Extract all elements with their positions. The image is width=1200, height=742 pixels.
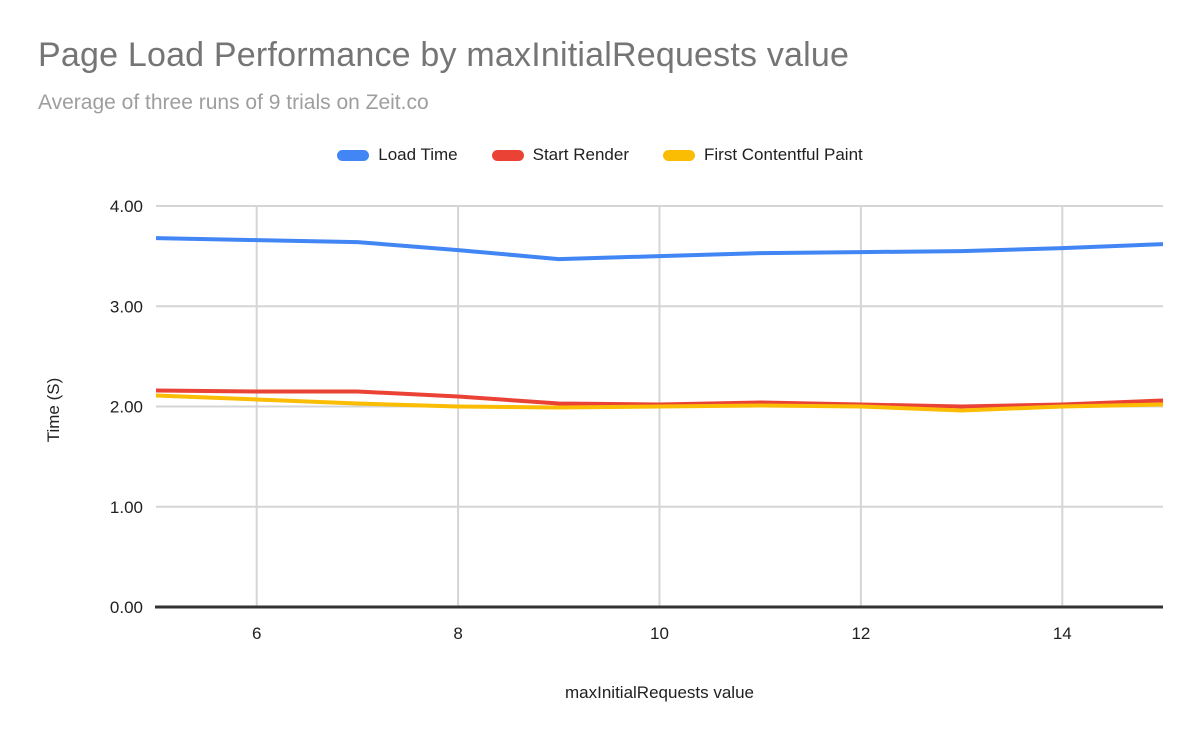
legend-swatch-load-time [337, 149, 370, 161]
y-tick-label-2.00: 2.00 [110, 398, 143, 417]
series-line-load-time [155, 236, 1164, 262]
legend-item-first-contentful-paint: First Contentful Paint [663, 145, 863, 165]
legend-label-load-time: Load Time [378, 145, 458, 164]
x-tick-label-6: 6 [252, 624, 261, 643]
legend-label-start-render: Start Render [532, 145, 630, 164]
legend-swatch-start-render [491, 149, 524, 161]
y-tick-label-4.00: 4.00 [110, 197, 143, 216]
chart-title: Page Load Performance by maxInitialReque… [38, 36, 850, 74]
legend-swatch-first-contentful-paint [663, 149, 696, 161]
legend: Load Time Start Render First Contentful … [0, 144, 1200, 166]
x-tick-label-10: 10 [650, 624, 669, 643]
y-axis-title: Time (S) [44, 377, 63, 443]
chart-subtitle: Average of three runs of 9 trials on Zei… [38, 91, 429, 114]
x-tick-label-14: 14 [1053, 624, 1072, 643]
series-line-first-contentful-paint [155, 393, 1164, 413]
x-axis-title: maxInitialRequests value [565, 683, 754, 702]
y-tick-label-0.00: 0.00 [110, 598, 143, 617]
x-tick-label-12: 12 [851, 624, 870, 643]
y-tick-label-3.00: 3.00 [110, 297, 143, 316]
legend-item-start-render: Start Render [491, 145, 630, 165]
legend-item-load-time: Load Time [337, 145, 458, 165]
legend-label-first-contentful-paint: First Contentful Paint [704, 145, 863, 164]
y-tick-label-1.00: 1.00 [110, 498, 143, 517]
x-tick-label-8: 8 [453, 624, 462, 643]
